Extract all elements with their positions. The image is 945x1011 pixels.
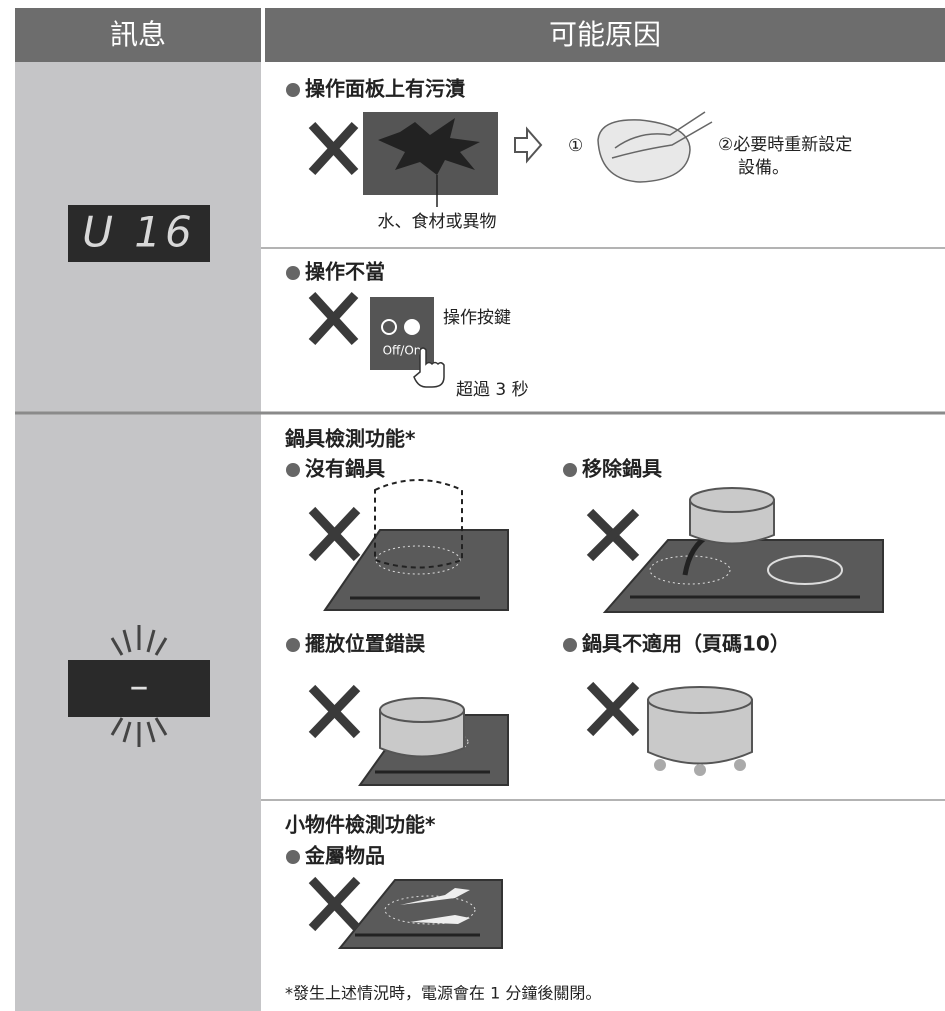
bullet [563, 463, 577, 477]
key-icon [404, 319, 420, 335]
cross-mark [586, 508, 640, 562]
item-title: 鍋具不適用（頁碼10） [582, 632, 790, 656]
bullet [286, 850, 300, 864]
cross-mark [308, 121, 359, 176]
cross-mark-part [586, 681, 640, 737]
wipe-illustration-part [614, 111, 706, 149]
metal-illustration [337, 879, 503, 949]
label: 操作按鍵 [443, 308, 511, 328]
no-pot-illustration [323, 479, 509, 611]
cross-mark-part [308, 506, 361, 562]
blink-rays [110, 625, 168, 747]
blink-rays-part [154, 637, 168, 656]
bullet [563, 638, 577, 652]
wrong-position-illustration [358, 697, 509, 786]
display-panel [68, 660, 210, 717]
label: 超過 3 秒 [456, 380, 529, 400]
remove-pot-illustration-part [649, 555, 731, 585]
remove-pot-illustration-part [602, 539, 884, 613]
header-text: 可能原因 [549, 18, 661, 51]
blink-rays-part [146, 629, 156, 653]
unsuitable-pot-illustration-part [694, 764, 706, 776]
wrong-position-illustration-part [379, 697, 465, 723]
unsuitable-pot-illustration [647, 686, 753, 776]
blink-rays-part [122, 721, 132, 743]
metal-illustration-part [337, 879, 503, 949]
wipe-illustration [597, 111, 713, 183]
remove-pot-illustration [602, 487, 884, 613]
item-title: 擺放位置錯誤 [305, 632, 426, 656]
wipe-illustration-part [597, 119, 691, 183]
metal-illustration-part [400, 888, 470, 905]
section-heading: 鍋具檢測功能* [285, 427, 416, 451]
wipe-illustration-part [611, 121, 713, 159]
blink-rays-part [146, 721, 156, 743]
cross-mark [586, 681, 640, 737]
metal-illustration-part [410, 915, 470, 924]
label: ②必要時重新設定 [718, 135, 852, 155]
bullet [286, 463, 300, 477]
unsuitable-pot-illustration-part [654, 759, 666, 771]
wrong-position-illustration-part [379, 709, 465, 758]
panel-illustration [363, 112, 498, 207]
finger-icon [413, 347, 445, 388]
section-heading: 小物件檢測功能* [285, 813, 436, 837]
blink-rays-part [154, 717, 168, 736]
unsuitable-pot-illustration-part [734, 759, 746, 771]
label: 水、食材或異物 [378, 212, 497, 232]
cross-mark-part [308, 684, 361, 739]
bullet [286, 266, 300, 280]
message-column [15, 62, 261, 1011]
no-pot-illustration-part [375, 545, 461, 575]
cross-mark [308, 291, 359, 346]
blink-rays-part [110, 717, 124, 736]
cross-mark [308, 506, 361, 562]
panel-illustration-part [378, 118, 480, 175]
display-code: – [130, 664, 149, 708]
no-pot-illustration-part [323, 529, 509, 611]
bullet [286, 638, 300, 652]
cross-mark [308, 876, 361, 932]
bullet [286, 83, 300, 97]
footnote: *發生上述情況時，電源會在 1 分鐘後關閉。 [285, 984, 601, 1003]
unsuitable-pot-illustration-part [647, 699, 753, 765]
header-cell [265, 8, 945, 62]
arrow [514, 126, 543, 164]
key-label: Off/On [383, 344, 422, 358]
header-cell [15, 8, 261, 62]
remove-pot-illustration-part [689, 487, 775, 513]
key-icon [381, 319, 397, 335]
cause-title: 操作面板上有污漬 [305, 77, 465, 101]
metal-illustration-part [384, 895, 476, 925]
remove-pot-illustration-part [767, 555, 843, 585]
cross-mark-part [586, 508, 640, 562]
blink-rays-part [122, 629, 132, 653]
cross-mark [308, 684, 361, 739]
display-code: U 16 [82, 208, 196, 257]
cross-mark-part [308, 876, 361, 932]
display-panel [68, 205, 210, 262]
cross-mark-part [308, 121, 359, 176]
item-title: 移除鍋具 [582, 457, 662, 481]
label: 設備。 [738, 158, 789, 178]
item-title: 沒有鍋具 [305, 457, 385, 481]
unsuitable-pot-illustration-part [647, 686, 753, 714]
header-text: 訊息 [110, 18, 166, 51]
cause-title: 操作不當 [305, 260, 385, 284]
cross-mark-part [308, 291, 359, 346]
no-pot-illustration-part [374, 479, 463, 569]
item-title: 金屬物品 [304, 844, 385, 868]
label: ① [568, 136, 583, 156]
blink-rays-part [110, 637, 124, 656]
